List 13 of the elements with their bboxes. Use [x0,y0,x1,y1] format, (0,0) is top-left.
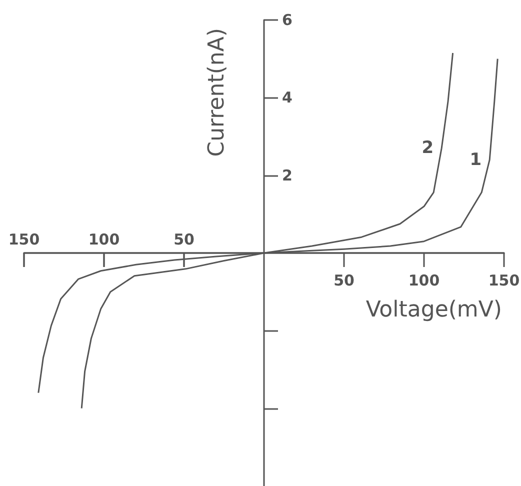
x2-tick-label: 50 [174,230,194,248]
x-axis-title: Voltage(mV) [366,298,502,322]
y-tick-label: 4 [282,88,292,107]
y-tick-label: 6 [282,11,292,29]
x-tick-label: 50 [334,272,354,290]
series-label: 1 [470,150,482,170]
x-tick-label: 100 [408,272,440,290]
x-tick-label: 150 [488,272,520,290]
series-label: 2 [422,138,434,158]
x2-tick-label: 150 [8,230,40,248]
y-axis-title: Current(nA) [204,28,230,157]
x2-tick-label: 100 [88,230,120,248]
y-tick-label: 2 [282,166,292,184]
